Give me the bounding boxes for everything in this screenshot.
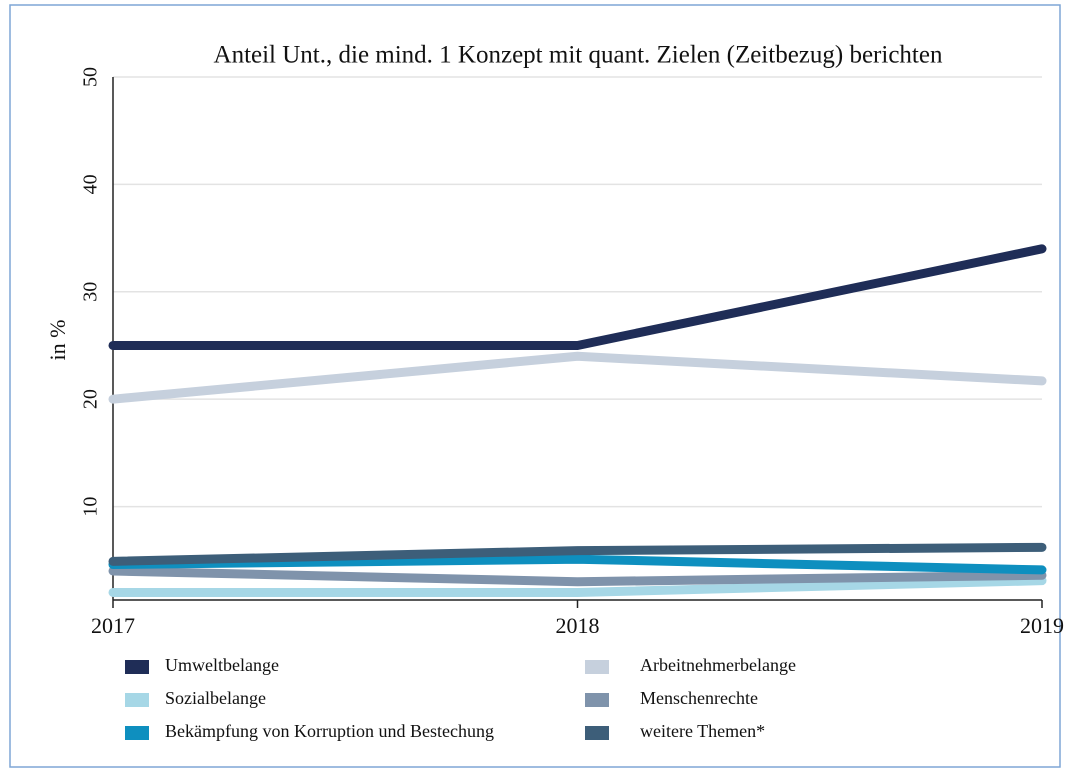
series-line [108,566,1047,587]
series-line [108,351,1047,404]
series-line [108,244,1047,350]
y-tick-label: 40 [80,174,102,194]
frame [9,4,1061,768]
y-tick-label: 20 [80,389,102,409]
y-tick-label: 50 [80,67,102,87]
legend-swatch [125,693,149,707]
x-tick-label: 2019 [1020,613,1064,638]
legend-label: Bekämpfung von Korruption und Bestechung [165,721,494,741]
y-axis-label: in % [45,320,70,361]
series-line [108,542,1047,566]
legend-swatch [585,660,609,674]
series-line [108,554,1047,575]
legend-label: weitere Themen* [640,721,765,741]
legend-swatch [585,693,609,707]
legend-swatch [125,660,149,674]
legend-swatch [585,726,609,740]
legend-label: Sozialbelange [165,688,266,708]
legend-swatch [125,726,149,740]
y-tick-label: 30 [80,282,102,302]
chart-title: Anteil Unt., die mind. 1 Konzept mit qua… [214,42,943,69]
legend-label: Arbeitnehmerbelange [640,655,796,675]
y-tick-label: 10 [80,497,102,517]
legend-label: Menschenrechte [640,688,758,708]
x-tick-label: 2017 [91,613,135,638]
legend-label: Umweltbelange [165,655,279,675]
x-tick-label: 2018 [556,613,600,638]
series-line [108,576,1047,597]
